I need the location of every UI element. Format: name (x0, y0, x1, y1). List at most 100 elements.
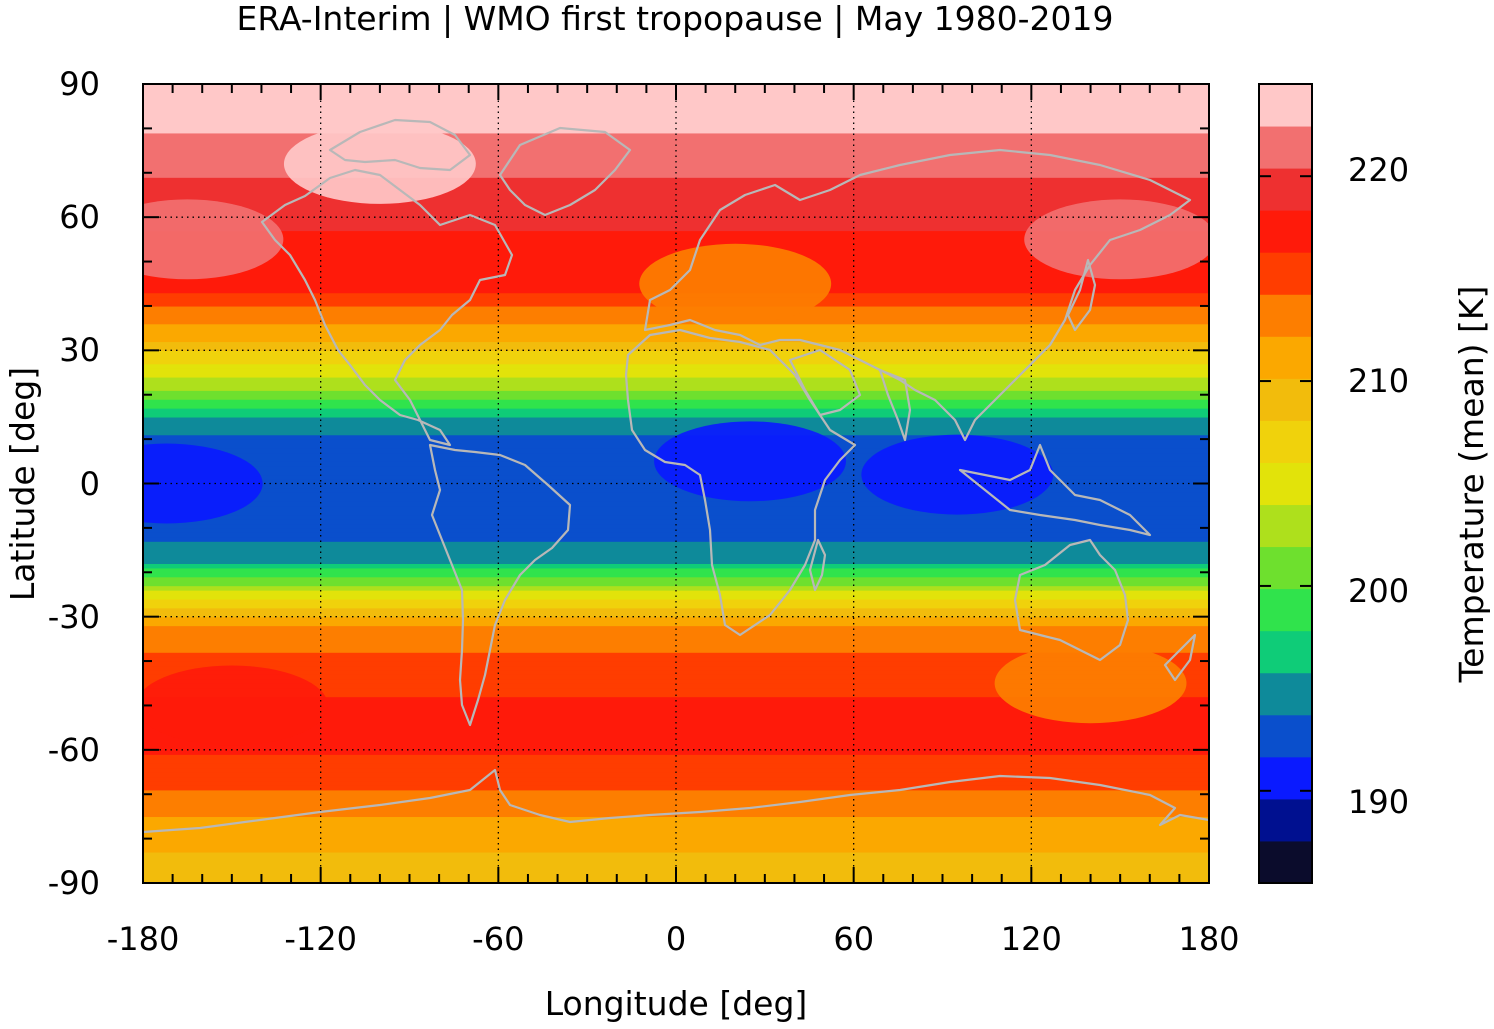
temperature-anomaly (654, 421, 846, 502)
temperature-band (143, 696, 1209, 702)
temperature-band (143, 381, 1209, 387)
temperature-band (143, 625, 1209, 631)
y-tick-label: 60 (59, 198, 100, 236)
colorbar-swatch (1259, 630, 1312, 674)
temperature-band (143, 536, 1209, 542)
temperature-band (143, 194, 1209, 201)
temperature-band (143, 629, 1209, 636)
y-tick-label: -30 (48, 598, 100, 636)
temperature-band (143, 217, 1209, 223)
colorbar-swatch (1259, 840, 1312, 884)
temperature-band (143, 581, 1209, 587)
temperature-band (143, 541, 1209, 547)
colorbar-swatch (1259, 546, 1312, 590)
temperature-band (143, 510, 1209, 516)
temperature-anomaly (639, 243, 832, 324)
temperature-band (143, 172, 1209, 178)
temperature-band (143, 408, 1209, 414)
temperature-band (143, 496, 1209, 502)
temperature-band (143, 212, 1209, 218)
temperature-band (143, 638, 1209, 644)
temperature-anomaly (143, 665, 328, 746)
temperature-band (143, 567, 1209, 573)
colorbar-swatch (1259, 756, 1312, 800)
coastline-arabia (788, 348, 862, 417)
temperature-band (143, 350, 1209, 356)
temperature-band (143, 616, 1209, 622)
y-tick-label: -90 (48, 864, 100, 902)
temperature-band (143, 607, 1209, 613)
temperature-band (143, 146, 1209, 152)
temperature-band (143, 745, 1209, 751)
coastline-eurasia (643, 148, 1192, 442)
temperature-band (143, 723, 1209, 729)
temperature-anomaly (143, 199, 284, 280)
y-tick-label: -60 (48, 731, 100, 769)
colorbar-swatch (1259, 504, 1312, 548)
temperature-band (143, 856, 1209, 862)
colorbar-swatch (1259, 168, 1312, 211)
temperature-band (143, 243, 1209, 249)
coastline-africa (624, 328, 857, 637)
colorbar-tick-label: 190 (1348, 783, 1409, 821)
temperature-band (143, 763, 1209, 769)
x-tick-label: 0 (666, 920, 686, 958)
temperature-band (143, 794, 1209, 800)
colorbar-label: Temperature (mean) [K] (1452, 286, 1491, 684)
temperature-band (143, 523, 1209, 529)
temperature-band (143, 834, 1209, 840)
temperature-band (143, 732, 1209, 738)
temperature-band (143, 110, 1209, 116)
temperature-band (143, 150, 1209, 156)
temperature-band (143, 772, 1209, 778)
temperature-band (143, 678, 1209, 684)
temperature-band (143, 106, 1209, 112)
colorbar-swatch (1259, 252, 1312, 295)
colorbar-swatch (1259, 294, 1312, 337)
temperature-band (143, 359, 1209, 365)
temperature-band (143, 843, 1209, 849)
temperature-band (143, 740, 1209, 746)
temperature-band (143, 128, 1209, 134)
temperature-band (143, 798, 1209, 804)
temperature-band (143, 190, 1209, 196)
y-tick-labels: 90 60 30 0 -30 -60 -90 (48, 65, 100, 902)
colorbar-tick-label: 210 (1348, 362, 1409, 400)
grid (143, 84, 1209, 883)
temperature-band (143, 337, 1209, 343)
x-tick-label: 60 (833, 920, 874, 958)
temperature-band (143, 101, 1209, 107)
coastline-india (878, 368, 912, 442)
temperature-band (143, 847, 1209, 853)
temperature-band (143, 385, 1209, 391)
chart-title: ERA-Interim | WMO first tropopause | May… (237, 0, 1114, 38)
temperature-band (143, 603, 1209, 609)
temperature-band (143, 492, 1209, 498)
colorbar-tick-label: 220 (1348, 151, 1409, 189)
temperature-band (143, 558, 1209, 564)
x-tick-label: -120 (284, 920, 357, 958)
temperature-band (143, 403, 1209, 409)
coastline-madagascar (808, 538, 827, 592)
temperature-anomaly (283, 123, 476, 204)
temperature-band (143, 372, 1209, 378)
colorbar-swatch (1259, 420, 1312, 463)
coastline-new-zealand (1163, 633, 1197, 682)
coastlines (143, 118, 1209, 834)
temperature-band (143, 838, 1209, 844)
y-tick-label: 90 (59, 65, 100, 103)
temperature-band (143, 416, 1209, 422)
temperature-band (143, 705, 1209, 711)
temperature-band (143, 248, 1209, 254)
temperature-band (143, 656, 1209, 662)
temperature-band (143, 519, 1209, 525)
temperature-band (143, 363, 1209, 369)
x-axis-label: Longitude [deg] (545, 984, 808, 1023)
coastline-north-america (260, 168, 514, 447)
temperature-band (143, 332, 1209, 338)
temperature-band (143, 141, 1209, 147)
colorbar-swatch (1259, 462, 1312, 506)
temperature-band (143, 785, 1209, 791)
temperature-band (143, 590, 1209, 596)
temperature-band (143, 683, 1209, 689)
